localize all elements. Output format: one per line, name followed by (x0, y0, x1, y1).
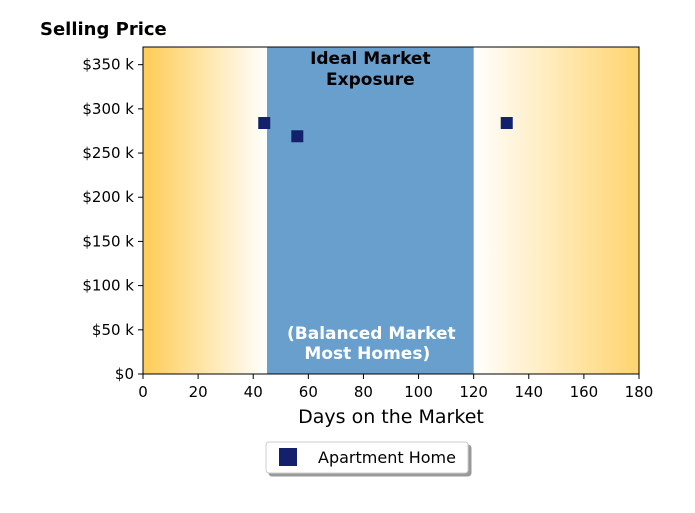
x-axis-ticks: 0 20 40 60 80 100 120 140 160 180 (138, 374, 653, 401)
plot-background (143, 47, 639, 374)
balanced-zone-label-line-2: Most Homes) (304, 344, 430, 364)
plot-frame (142, 46, 640, 375)
y-tick-label: $350 k (82, 56, 134, 74)
x-tick-label: 140 (514, 383, 543, 401)
legend: Apartment Home (265, 441, 469, 474)
left-gradient-zone (143, 47, 267, 374)
y-tick-label: $250 k (82, 144, 134, 162)
x-tick-label: 40 (244, 383, 263, 401)
x-tick-label: 20 (189, 383, 208, 401)
y-tick-label: $300 k (82, 100, 134, 118)
x-tick-label: 80 (354, 383, 373, 401)
data-point-0-0 (258, 117, 271, 130)
x-tick-label: 120 (459, 383, 488, 401)
ideal-zone-title-line-1: Ideal Market (310, 49, 431, 69)
y-tick-label: $100 k (82, 277, 134, 295)
x-tick-label: 60 (299, 383, 318, 401)
balanced-zone-label-line-1: (Balanced Market (287, 324, 456, 344)
x-tick-label: 100 (404, 383, 433, 401)
y-tick-label: $0 (115, 365, 134, 383)
ideal-zone-title-line-2: Exposure (326, 70, 415, 90)
y-axis-ticks: $0 $50 k $100 k $150 k $200 k $250 k $300 k $35… (82, 56, 143, 383)
data-points (258, 117, 513, 143)
data-point-0-1 (291, 130, 304, 143)
data-point-0-2 (500, 117, 513, 130)
x-tick-label: 160 (570, 383, 599, 401)
y-tick-label: $150 k (82, 232, 134, 250)
right-gradient-zone (473, 47, 639, 374)
legend-box (265, 441, 469, 474)
legend-marker-apartment-home (279, 448, 297, 466)
chart-title: Selling Price (40, 19, 167, 40)
ideal-exposure-zone (267, 47, 474, 374)
x-tick-label: 0 (138, 383, 148, 401)
legend-label-apartment-home: Apartment Home (318, 448, 456, 467)
y-tick-label: $200 k (82, 188, 134, 206)
x-axis-label: Days on the Market (298, 406, 484, 428)
x-tick-label: 180 (625, 383, 654, 401)
y-tick-label: $50 k (92, 321, 134, 339)
